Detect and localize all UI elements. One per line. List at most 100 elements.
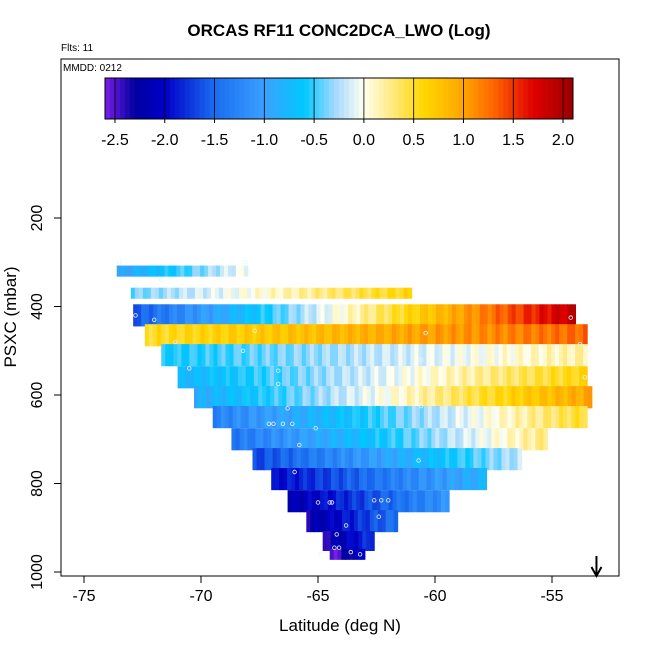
heatmap-cell bbox=[264, 448, 270, 471]
heatmap-row bbox=[212, 406, 588, 429]
heatmap-cell bbox=[342, 344, 347, 367]
heatmap-cell bbox=[209, 366, 215, 389]
heatmap-cell bbox=[253, 344, 259, 367]
heatmap-cell bbox=[333, 548, 339, 560]
heatmap-cell bbox=[375, 428, 380, 451]
sample-point bbox=[329, 500, 335, 505]
heatmap-cell bbox=[261, 344, 267, 367]
heatmap-cell bbox=[435, 428, 440, 451]
heatmap-cell bbox=[372, 406, 377, 429]
heatmap-cell bbox=[336, 324, 341, 347]
heatmap-cell bbox=[389, 448, 394, 471]
heatmap-cell bbox=[236, 304, 242, 327]
heatmap-cell bbox=[494, 366, 500, 389]
heatmap-cell bbox=[392, 490, 398, 513]
colorbar-swatch bbox=[304, 78, 310, 119]
heatmap-cell bbox=[498, 344, 504, 367]
heatmap-cell bbox=[538, 344, 544, 367]
colorbar-swatch bbox=[518, 78, 524, 119]
heatmap-cell bbox=[246, 386, 251, 409]
heatmap-cell bbox=[439, 304, 445, 327]
heatmap-cell bbox=[326, 366, 331, 389]
y-tick-label: 400 bbox=[29, 293, 46, 320]
heatmap-cell bbox=[523, 304, 529, 327]
colorbar-swatch bbox=[109, 78, 116, 119]
colorbar-swatch bbox=[269, 78, 275, 119]
sample-point bbox=[276, 381, 281, 387]
heatmap-cell bbox=[331, 287, 336, 299]
heatmap-cell bbox=[315, 287, 320, 299]
heatmap-cell bbox=[248, 304, 254, 327]
heatmap-cell bbox=[366, 386, 372, 409]
heatmap-cell bbox=[223, 287, 228, 299]
heatmap-cell bbox=[467, 324, 473, 347]
heatmap-cell bbox=[306, 510, 311, 533]
heatmap-cell bbox=[203, 287, 208, 299]
heatmap-cell bbox=[396, 304, 401, 327]
heatmap-cell bbox=[257, 344, 263, 367]
heatmap-cell bbox=[382, 386, 388, 409]
heatmap-cell bbox=[299, 490, 305, 513]
heatmap-cell bbox=[250, 386, 255, 409]
heatmap-cell bbox=[379, 287, 385, 299]
heatmap-cell bbox=[408, 490, 414, 513]
heatmap-cell bbox=[327, 287, 332, 299]
heatmap-cell bbox=[372, 448, 378, 471]
heatmap-cell bbox=[349, 510, 355, 533]
heatmap-cell bbox=[458, 366, 464, 389]
heatmap-cell bbox=[294, 386, 300, 409]
heatmap-cell bbox=[531, 324, 536, 347]
heatmap-cell bbox=[235, 428, 241, 451]
heatmap-cell bbox=[459, 406, 465, 429]
heatmap-cell bbox=[336, 490, 341, 513]
heatmap-cell bbox=[312, 324, 317, 347]
heatmap-cell bbox=[555, 386, 561, 409]
heatmap-cell bbox=[375, 324, 381, 347]
heatmap-cell bbox=[218, 386, 223, 409]
heatmap-cell bbox=[124, 265, 130, 277]
heatmap-cell bbox=[382, 468, 388, 491]
heatmap-cell bbox=[165, 304, 170, 327]
heatmap-cell bbox=[362, 366, 367, 389]
heatmap-cell bbox=[367, 287, 373, 299]
heatmap-cell bbox=[362, 531, 367, 551]
heatmap-cell bbox=[501, 448, 507, 471]
heatmap-cell bbox=[486, 366, 492, 389]
heatmap-cell bbox=[404, 304, 409, 327]
heatmap-cell bbox=[257, 366, 263, 389]
heatmap-cell bbox=[374, 386, 380, 409]
sample-point bbox=[280, 421, 286, 426]
heatmap-cell bbox=[316, 304, 321, 327]
heatmap-cell bbox=[412, 304, 417, 327]
heatmap-cell bbox=[550, 344, 556, 367]
heatmap-cell bbox=[463, 304, 469, 327]
heatmap-cell bbox=[236, 406, 242, 429]
heatmap-cell bbox=[430, 344, 436, 367]
colorbar-swatch bbox=[229, 78, 235, 119]
heatmap-cell bbox=[268, 324, 273, 347]
heatmap-cell bbox=[368, 490, 373, 513]
heatmap-cell bbox=[339, 428, 344, 451]
colorbar-swatch bbox=[403, 78, 410, 119]
heatmap-cell bbox=[384, 304, 389, 327]
heatmap-row bbox=[144, 324, 588, 347]
heatmap-cell bbox=[160, 324, 166, 347]
heatmap-cell bbox=[310, 510, 315, 533]
heatmap-cell bbox=[337, 548, 342, 560]
heatmap-cell bbox=[331, 468, 336, 491]
heatmap-cell bbox=[176, 265, 181, 277]
colorbar-swatch bbox=[478, 78, 484, 119]
colorbar-swatch bbox=[319, 78, 325, 119]
heatmap-cell bbox=[230, 386, 235, 409]
heatmap-cell bbox=[383, 287, 389, 299]
heatmap-cell bbox=[362, 344, 367, 367]
heatmap-cell bbox=[207, 287, 212, 299]
colorbar-swatch bbox=[563, 78, 569, 119]
heatmap-cell bbox=[530, 344, 536, 367]
heatmap-cell bbox=[415, 406, 421, 429]
heatmap-cell bbox=[393, 510, 399, 533]
heatmap-cell bbox=[330, 386, 336, 409]
colorbar-swatch bbox=[279, 78, 285, 119]
heatmap-cell bbox=[475, 324, 481, 347]
heatmap-cell bbox=[300, 304, 306, 327]
